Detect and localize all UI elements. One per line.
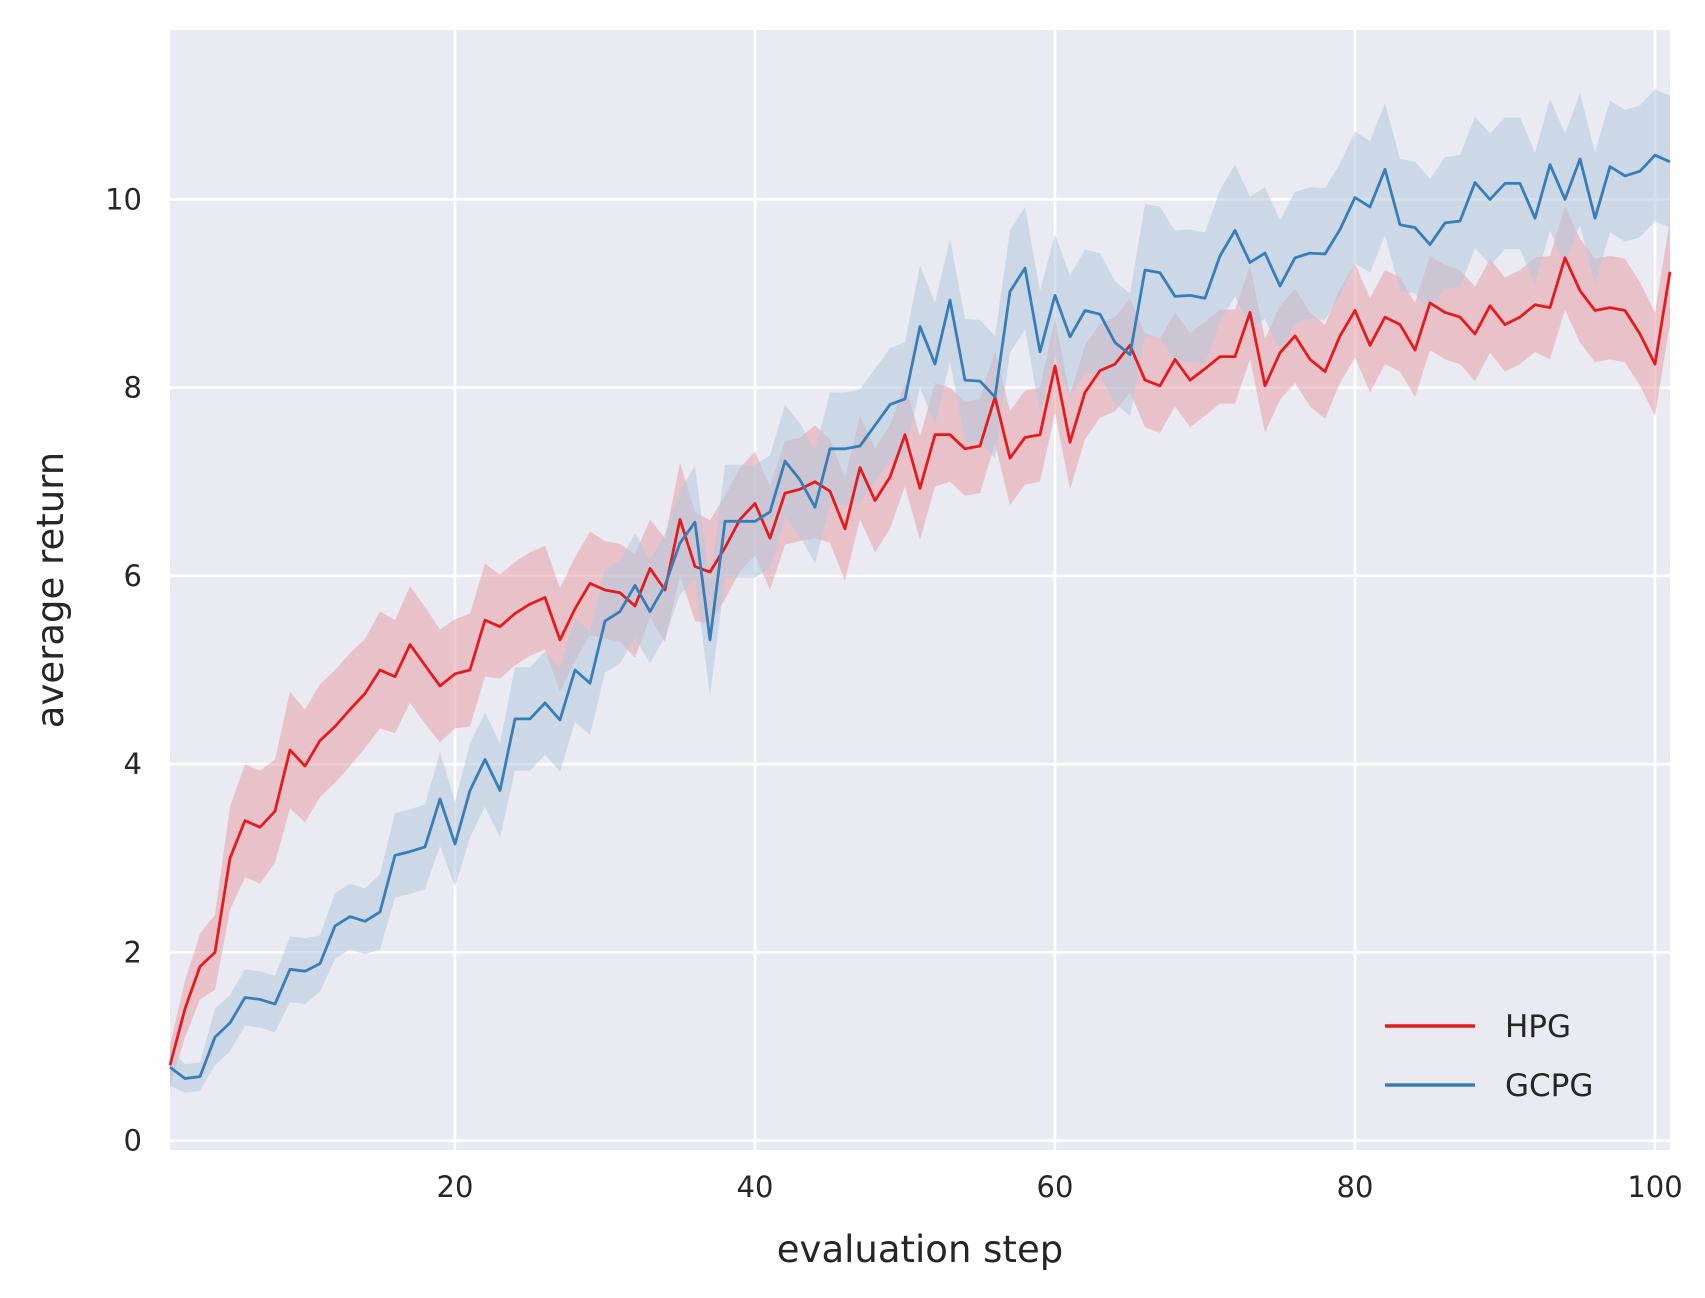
y-tick-labels: 0 2 4 6 8 10 [105,182,142,1157]
x-tick-label-20: 20 [437,1170,474,1204]
y-tick-label-2: 2 [124,935,142,969]
x-tick-label-40: 40 [737,1170,774,1204]
series-lines [168,153,1672,1080]
legend: HPG GCPG [1385,1009,1593,1104]
x-tick-labels: 20 40 60 80 100 [437,1170,1683,1204]
band-hpg [170,206,1670,1086]
series-line-hpg [168,256,1672,1066]
confidence-bands [170,89,1670,1093]
y-axis-label: average return [29,452,72,728]
x-tick-label-60: 60 [1037,1170,1074,1204]
y-tick-label-0: 0 [124,1124,142,1158]
series-line-gcpg [169,153,1671,1080]
x-tick-label-80: 80 [1337,1170,1374,1204]
band-gcpg [170,89,1670,1093]
legend-label-gcpg: GCPG [1505,1068,1593,1104]
y-tick-label-8: 8 [124,371,142,405]
x-tick-label-100: 100 [1627,1170,1682,1204]
y-tick-label-6: 6 [124,559,142,593]
y-tick-label-10: 10 [105,182,142,216]
y-tick-label-4: 4 [124,747,142,781]
legend-label-hpg: HPG [1505,1009,1571,1045]
x-axis-label: evaluation step [777,1228,1063,1271]
